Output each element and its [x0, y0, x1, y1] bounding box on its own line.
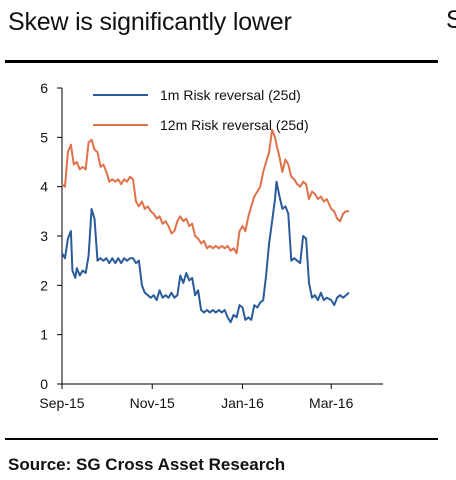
chart-title: Skew is significantly lower: [8, 8, 292, 36]
x-tick-label: Mar-16: [309, 395, 354, 411]
source-note: Source: SG Cross Asset Research: [8, 455, 286, 474]
x-tick-label: Sep-15: [39, 395, 84, 411]
x-tick-label: Jan-16: [221, 395, 264, 411]
legend-label: 1m Risk reversal (25d): [160, 87, 301, 103]
legend-label: 12m Risk reversal (25d): [160, 117, 309, 133]
series-line-12m: [61, 128, 349, 255]
line-chart: 0 1 2 3 4 5 6 Sep-15 Nov-15 Jan-16 Mar-16 1m Risk r…: [39, 80, 383, 411]
y-tick-label: 5: [40, 129, 48, 145]
title-divider: [5, 60, 438, 63]
cut-off-heading-letter: S: [446, 6, 456, 34]
y-tick-label: 1: [40, 327, 48, 343]
y-tick-label: 3: [40, 228, 48, 244]
y-tick-label: 2: [40, 277, 48, 293]
y-tick-label: 0: [40, 376, 48, 392]
series-line-1m: [61, 180, 350, 324]
y-tick-label: 6: [40, 80, 48, 96]
y-tick-label: 4: [40, 179, 48, 195]
x-tick-label: Nov-15: [130, 395, 175, 411]
source-divider: [5, 438, 438, 440]
